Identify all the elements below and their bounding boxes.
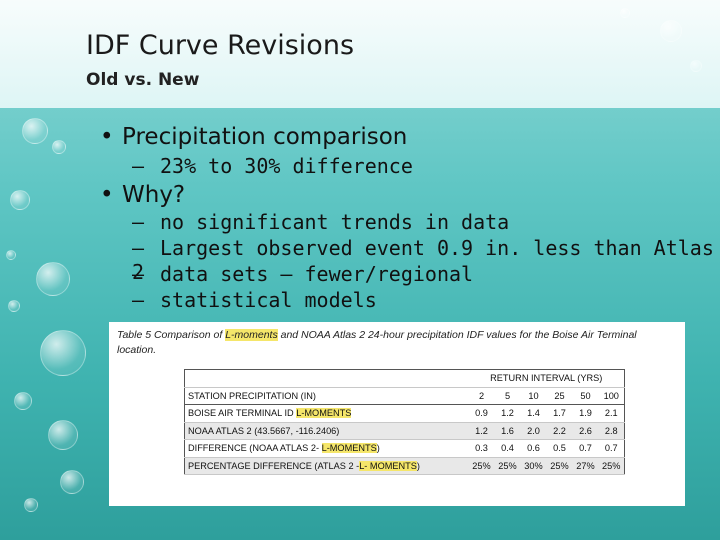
decorative-bubble xyxy=(52,140,66,154)
interval-cell: 25 xyxy=(546,387,573,405)
row-label: NOAA ATLAS 2 (43.5667, -116.2406) xyxy=(184,422,469,440)
sub-bullet-glyph: – xyxy=(132,210,145,234)
decorative-bubble xyxy=(48,420,78,450)
value-cell: 1.2 xyxy=(468,422,495,440)
interval-cell: 10 xyxy=(520,387,547,405)
sub-bullet-text: 23% to 30% difference xyxy=(160,154,413,178)
caption-text: Table 5 Comparison of xyxy=(117,329,226,341)
value-cell: 1.9 xyxy=(572,404,599,423)
table-row: PERCENTAGE DIFFERENCE (ATLAS 2 -L- MOMEN… xyxy=(184,457,625,475)
interval-cell: 50 xyxy=(572,387,599,405)
bullet-glyph: • xyxy=(100,124,114,150)
sub-bullet-text: no significant trends in data xyxy=(160,210,510,234)
sub-bullet: – no significant trends in data xyxy=(132,210,509,234)
decorative-bubble xyxy=(8,300,20,312)
row-label: PERCENTAGE DIFFERENCE (ATLAS 2 -L- MOMEN… xyxy=(184,457,469,475)
sub-bullet: – statistical models xyxy=(132,288,377,312)
label-text: DIFFERENCE (NOAA ATLAS 2- xyxy=(188,443,322,454)
sub-bullet: – data sets – fewer/regional xyxy=(132,262,473,286)
decorative-bubble xyxy=(36,262,70,296)
table-row: DIFFERENCE (NOAA ATLAS 2- L-MOMENTS) 0.3… xyxy=(184,439,625,458)
label-highlight: L-MOMENTS xyxy=(296,408,352,419)
table-cell xyxy=(184,369,469,388)
sub-bullet-glyph: – xyxy=(132,262,145,286)
decorative-bubble xyxy=(6,250,16,260)
sub-bullet-text: data sets – fewer/regional xyxy=(160,262,474,286)
table-row: NOAA ATLAS 2 (43.5667, -116.2406) 1.2 1.… xyxy=(184,422,625,440)
row-label: DIFFERENCE (NOAA ATLAS 2- L-MOMENTS) xyxy=(184,439,469,458)
value-cell: 1.6 xyxy=(494,422,521,440)
label-text: BOISE AIR TERMINAL ID xyxy=(188,408,297,419)
value-cell: 1.2 xyxy=(494,404,521,423)
value-cell: 2.1 xyxy=(598,404,625,423)
idf-table: RETURN INTERVAL (YRS) STATION PRECIPITAT… xyxy=(184,369,625,475)
value-cell: 0.5 xyxy=(546,439,573,458)
bullet-precipitation: • Precipitation comparison xyxy=(100,124,407,150)
interval-cell: 100 xyxy=(598,387,625,405)
decorative-bubble xyxy=(14,392,32,410)
interval-cell: 2 xyxy=(468,387,495,405)
value-cell: 30% xyxy=(520,457,547,475)
value-cell: 27% xyxy=(572,457,599,475)
value-cell: 2.6 xyxy=(572,422,599,440)
caption-highlight: L-moments xyxy=(225,329,278,341)
value-cell: 0.6 xyxy=(520,439,547,458)
value-cell: 1.4 xyxy=(520,404,547,423)
decorative-bubble xyxy=(60,470,84,494)
caption-text: and NOAA Atlas 2 24-hour precipitation I… xyxy=(117,329,637,356)
value-cell: 1.7 xyxy=(546,404,573,423)
interval-cell: 5 xyxy=(494,387,521,405)
value-cell: 2.0 xyxy=(520,422,547,440)
bullet-glyph: • xyxy=(100,182,114,208)
table-row: BOISE AIR TERMINAL ID L-MOMENTS 0.9 1.2 … xyxy=(184,404,625,423)
row-header: STATION PRECIPITATION (IN) xyxy=(184,387,469,405)
table-group-header-row: RETURN INTERVAL (YRS) xyxy=(184,369,625,388)
label-highlight: L- MOMENTS xyxy=(359,460,417,471)
slide-title: IDF Curve Revisions xyxy=(86,30,355,61)
label-text: PERCENTAGE DIFFERENCE (ATLAS 2 - xyxy=(188,460,360,471)
sub-bullet-glyph: – xyxy=(132,236,145,260)
slide-subtitle: Old vs. New xyxy=(86,70,200,90)
sub-bullet-text: Largest observed event 0.9 in. less than… xyxy=(132,236,714,284)
title-band xyxy=(0,0,720,108)
value-cell: 0.3 xyxy=(468,439,495,458)
table-header-row: STATION PRECIPITATION (IN) 2 5 10 25 50 … xyxy=(184,387,625,405)
sub-bullet-glyph: – xyxy=(132,154,145,178)
bullet-why: • Why? xyxy=(100,182,185,208)
decorative-bubble xyxy=(22,118,48,144)
value-cell: 0.4 xyxy=(494,439,521,458)
return-interval-header: RETURN INTERVAL (YRS) xyxy=(468,369,625,388)
label-text: NOAA ATLAS 2 (43.5667, -116.2406) xyxy=(188,425,340,436)
value-cell: 2.8 xyxy=(598,422,625,440)
decorative-bubble xyxy=(24,498,38,512)
label-text: ) xyxy=(376,443,380,454)
value-cell: 25% xyxy=(546,457,573,475)
value-cell: 25% xyxy=(598,457,625,475)
label-highlight: L-MOMENTS xyxy=(321,443,377,454)
bullet-text: Why? xyxy=(122,182,186,208)
decorative-bubble xyxy=(10,190,30,210)
sub-bullet: – Largest observed event 0.9 in. less tha… xyxy=(132,236,720,284)
sub-bullet-text: statistical models xyxy=(160,288,377,312)
sub-bullet-glyph: – xyxy=(132,288,145,312)
value-cell: 25% xyxy=(468,457,495,475)
table-figure: Table 5 Comparison of L-moments and NOAA… xyxy=(109,322,685,506)
value-cell: 0.7 xyxy=(598,439,625,458)
value-cell: 0.9 xyxy=(468,404,495,423)
sub-bullet: –23% to 30% difference xyxy=(132,154,413,178)
table-caption: Table 5 Comparison of L-moments and NOAA… xyxy=(117,328,677,358)
value-cell: 0.7 xyxy=(572,439,599,458)
bullet-text: Precipitation comparison xyxy=(122,124,408,150)
value-cell: 25% xyxy=(494,457,521,475)
value-cell: 2.2 xyxy=(546,422,573,440)
label-text: ) xyxy=(416,460,420,471)
row-label: BOISE AIR TERMINAL ID L-MOMENTS xyxy=(184,404,469,423)
decorative-bubble xyxy=(40,330,86,376)
